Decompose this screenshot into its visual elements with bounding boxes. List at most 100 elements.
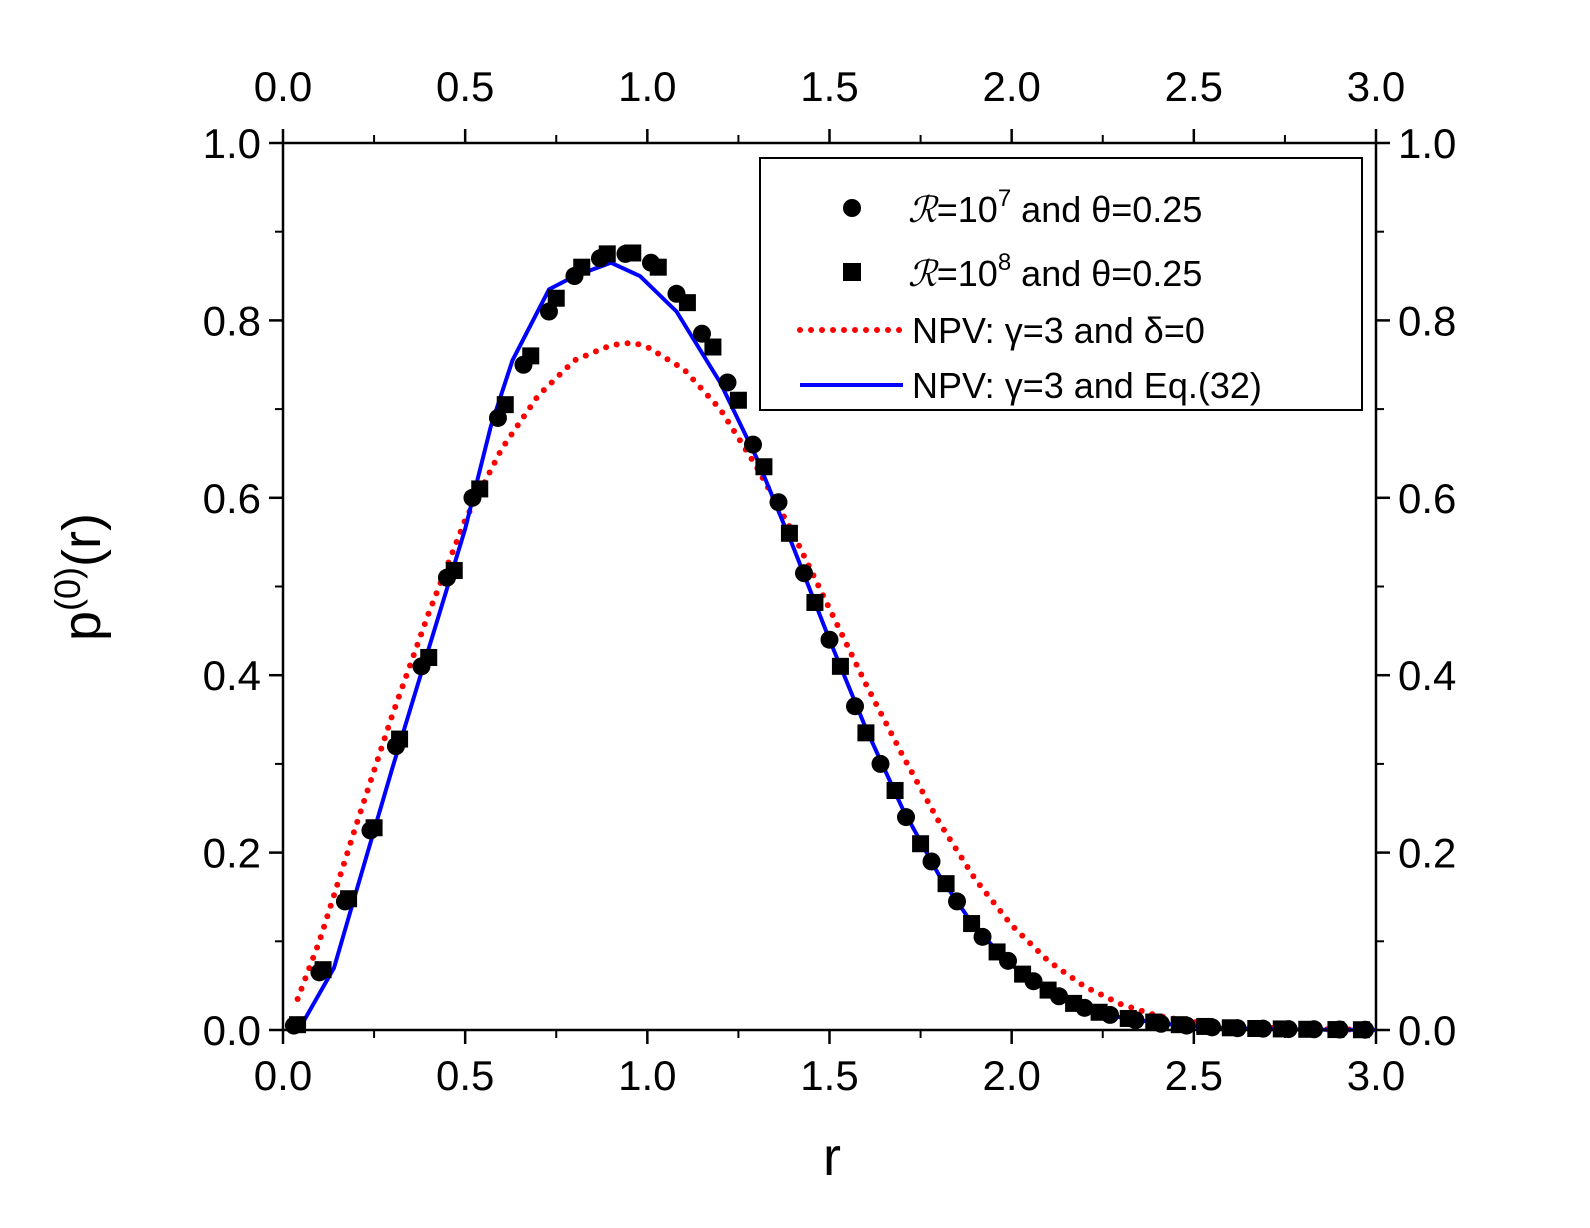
x-tick-label-top: 2.0	[982, 63, 1040, 110]
data-point-r1e7	[718, 373, 737, 392]
data-point-r1e7	[539, 302, 558, 321]
data-point-r1e7	[871, 754, 890, 773]
data-point-r1e8	[522, 347, 540, 365]
legend-label-1-post: and θ=0.25	[1011, 253, 1202, 294]
x-tick-label-bottom: 3.0	[1347, 1052, 1405, 1099]
data-point-r1e8	[806, 593, 824, 611]
y-tick-label-left: 0.8	[203, 297, 261, 344]
data-point-r1e7	[692, 324, 711, 343]
data-point-r1e8	[547, 289, 565, 307]
y-tick-label-left: 1.0	[203, 120, 261, 167]
legend-label-1-pre: =10	[937, 253, 998, 294]
data-point-r1e8	[314, 961, 332, 979]
data-point-r1e8	[755, 458, 773, 476]
y-axis-title-base: p	[52, 611, 112, 641]
data-point-r1e8	[857, 724, 875, 742]
data-point-r1e8	[678, 294, 696, 312]
data-point-r1e8	[598, 245, 616, 263]
x-tick-label-top: 3.0	[1347, 63, 1405, 110]
data-point-r1e8	[471, 480, 489, 498]
y-tick-label-right: 0.8	[1398, 297, 1456, 344]
y-axis-title: p(0)(r)	[47, 513, 112, 641]
data-point-r1e8	[1221, 1019, 1239, 1037]
data-point-r1e8	[1247, 1019, 1265, 1037]
x-tick-label-bottom: 2.5	[1165, 1052, 1223, 1099]
x-tick-label-bottom: 0.5	[436, 1052, 494, 1099]
y-axis-title-sup: (0)	[47, 567, 88, 611]
data-point-r1e7	[794, 564, 813, 583]
data-point-r1e8	[624, 244, 642, 262]
legend-marker-circle	[843, 199, 861, 217]
data-point-r1e8	[912, 835, 930, 853]
x-tick-label-bottom: 0.0	[254, 1052, 312, 1099]
legend-label-1: ℛ=108 and θ=0.25	[908, 249, 1202, 295]
data-point-r1e7	[743, 435, 762, 454]
y-tick-label-left: 0.6	[203, 475, 261, 522]
data-point-r1e8	[1065, 994, 1083, 1012]
data-point-r1e7	[922, 852, 941, 871]
data-point-r1e7	[769, 493, 788, 512]
data-point-r1e7	[897, 808, 916, 827]
data-point-r1e8	[1196, 1017, 1214, 1035]
x-tick-label-bottom: 2.0	[982, 1052, 1040, 1099]
data-point-r1e8	[963, 915, 981, 933]
legend-label-0: ℛ=107 and θ=0.25	[908, 185, 1202, 231]
legend-label-0-script: ℛ	[908, 190, 939, 231]
x-tick-label-top: 1.0	[618, 63, 676, 110]
legend-label-1-sup: 8	[998, 249, 1011, 276]
y-tick-label-left: 0.0	[203, 1007, 261, 1054]
data-point-r1e8	[937, 875, 955, 893]
legend-box	[759, 157, 1363, 411]
data-point-r1e8	[1145, 1013, 1163, 1031]
data-point-r1e7	[820, 630, 839, 649]
legend-label-3: NPV: γ=3 and Eq.(32)	[912, 365, 1262, 406]
data-point-r1e8	[1039, 981, 1057, 999]
data-point-r1e8	[886, 782, 904, 800]
x-tick-label-top: 1.5	[800, 63, 858, 110]
x-tick-label-top: 0.5	[436, 63, 494, 110]
legend-label-1-script: ℛ	[908, 254, 939, 295]
data-point-r1e8	[780, 524, 798, 542]
data-point-r1e8	[496, 396, 514, 414]
data-point-r1e8	[420, 648, 438, 666]
data-point-r1e8	[445, 562, 463, 580]
legend-marker-square	[843, 263, 861, 281]
data-point-r1e8	[1090, 1003, 1108, 1021]
data-point-r1e8	[573, 258, 591, 276]
y-tick-label-right: 0.2	[1398, 830, 1456, 877]
data-point-r1e8	[649, 258, 667, 276]
data-point-r1e8	[729, 391, 747, 409]
x-tick-label-bottom: 1.5	[800, 1052, 858, 1099]
data-point-r1e8	[1014, 965, 1032, 983]
legend-label-0-pre: =10	[937, 189, 998, 230]
ticks-layer	[269, 129, 1390, 1044]
legend-label-0-sup: 7	[998, 185, 1011, 212]
labels-layer: 0.00.00.50.51.01.01.51.52.02.02.52.53.03…	[203, 63, 1457, 1099]
data-point-r1e8	[704, 338, 722, 356]
data-point-r1e8	[365, 819, 383, 837]
y-tick-label-right: 0.0	[1398, 1007, 1456, 1054]
x-tick-label-top: 0.0	[254, 63, 312, 110]
data-point-r1e8	[340, 890, 358, 908]
data-point-r1e8	[391, 730, 409, 748]
data-point-r1e7	[846, 697, 865, 716]
y-tick-label-left: 0.2	[203, 830, 261, 877]
y-tick-label-right: 0.6	[1398, 475, 1456, 522]
x-axis-title: r	[823, 1127, 841, 1187]
x-tick-label-bottom: 1.0	[618, 1052, 676, 1099]
legend-label-0-post: and θ=0.25	[1011, 189, 1202, 230]
x-tick-label-top: 2.5	[1165, 63, 1223, 110]
series-layer	[284, 244, 1379, 1039]
y-tick-label-right: 1.0	[1398, 120, 1456, 167]
data-point-r1e8	[988, 943, 1006, 961]
data-point-r1e8	[831, 657, 849, 675]
legend-label-2: NPV: γ=3 and δ=0	[912, 310, 1205, 351]
y-tick-label-right: 0.4	[1398, 652, 1456, 699]
data-point-r1e7	[973, 927, 992, 946]
y-axis-title-tail: (r)	[52, 513, 112, 567]
data-point-r1e7	[948, 892, 967, 911]
y-tick-label-left: 0.4	[203, 652, 261, 699]
data-point-r1e7	[488, 408, 507, 427]
data-point-r1e8	[1119, 1009, 1137, 1027]
